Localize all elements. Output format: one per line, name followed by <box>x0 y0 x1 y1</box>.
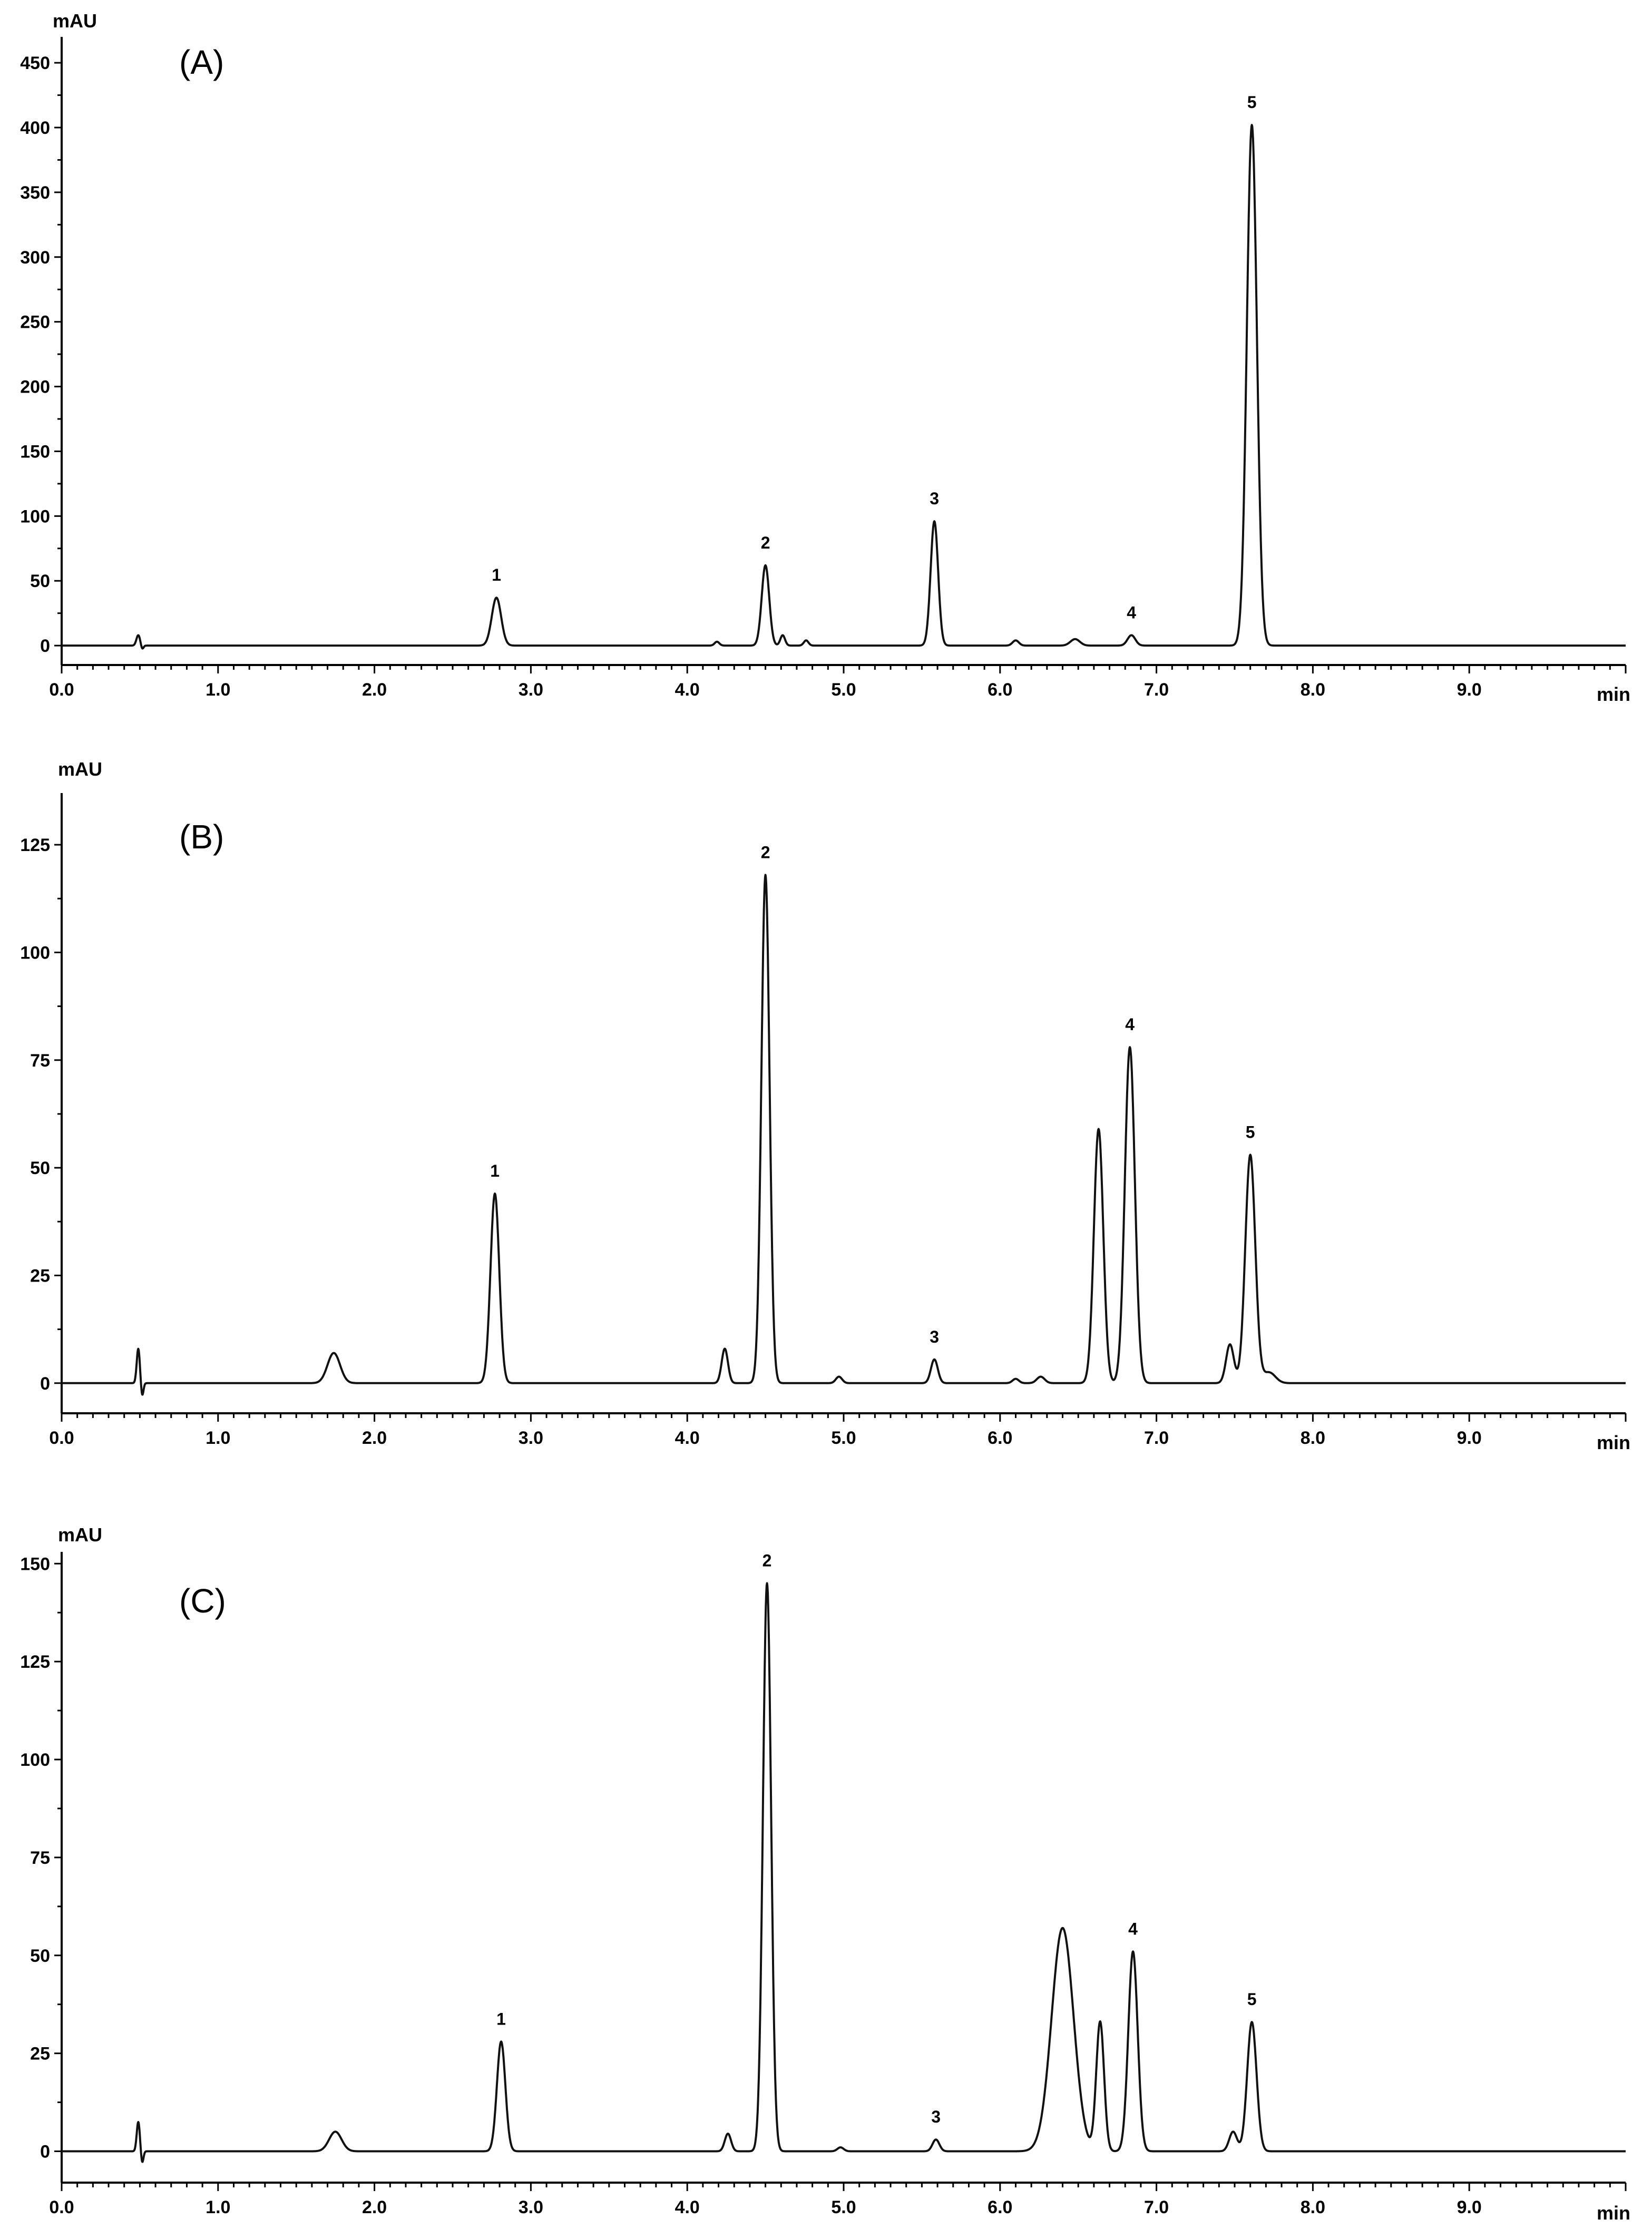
y-tick-label: 100 <box>20 1750 50 1770</box>
peak-label: 2 <box>761 533 770 552</box>
x-tick-label: 9.0 <box>1457 2197 1482 2217</box>
peak-label: 2 <box>761 843 770 862</box>
chromatogram-trace <box>61 1582 1627 2163</box>
x-tick-label: 5.0 <box>831 2197 856 2217</box>
x-axis-unit-label: min <box>1597 1432 1630 1453</box>
peak-label: 5 <box>1247 93 1257 112</box>
x-tick-label: 7.0 <box>1144 2197 1169 2217</box>
peak-label: 3 <box>930 1327 939 1346</box>
x-tick-label: 8.0 <box>1301 1428 1325 1448</box>
y-tick-label: 0 <box>40 636 50 656</box>
chromatogram-trace <box>61 874 1627 1396</box>
x-tick-label: 2.0 <box>362 1428 387 1448</box>
y-tick-label: 50 <box>30 571 50 591</box>
chromatogram-panel-b: mAU (B) min 0.0 1.0 2.0 3.0 4.0 5.0 6.0 7.0 8.0 9… <box>20 758 1630 1453</box>
y-tick-label: 25 <box>30 2044 50 2064</box>
peak-label: 1 <box>492 565 501 584</box>
y-axis-unit-label: mAU <box>58 758 102 780</box>
x-tick-label: 1.0 <box>206 2197 230 2217</box>
y-tick-label: 450 <box>20 53 50 73</box>
y-tick-label: 400 <box>20 118 50 138</box>
y-tick-label: 125 <box>20 835 50 855</box>
y-tick-label: 75 <box>30 1051 50 1071</box>
x-tick-label: 4.0 <box>675 680 700 700</box>
x-tick-label: 9.0 <box>1457 1428 1482 1448</box>
peak-label: 4 <box>1125 1015 1135 1034</box>
x-tick-label: 5.0 <box>831 680 856 700</box>
x-tick-label: 7.0 <box>1144 1428 1169 1448</box>
y-tick-label: 50 <box>30 1158 50 1178</box>
peak-label: 3 <box>930 489 939 508</box>
x-axis-unit-label: min <box>1597 2202 1630 2224</box>
y-tick-label: 0 <box>40 1374 50 1394</box>
panel-label: (B) <box>179 818 224 856</box>
x-axis-unit-label: min <box>1597 683 1630 705</box>
peak-label: 4 <box>1127 603 1136 622</box>
x-tick-label: 2.0 <box>362 680 387 700</box>
x-tick-label: 3.0 <box>519 680 543 700</box>
y-tick-label: 0 <box>40 2142 50 2162</box>
panel-label: (A) <box>179 43 224 81</box>
x-tick-label: 0.0 <box>49 1428 74 1448</box>
y-tick-label: 100 <box>20 506 50 526</box>
x-tick-label: 1.0 <box>206 680 230 700</box>
peak-label: 5 <box>1246 1123 1255 1142</box>
y-tick-label: 125 <box>20 1652 50 1672</box>
peak-label: 2 <box>763 1551 772 1570</box>
y-tick-label: 150 <box>20 1554 50 1574</box>
y-tick-label: 50 <box>30 1946 50 1966</box>
y-tick-label: 200 <box>20 377 50 397</box>
x-tick-label: 8.0 <box>1301 680 1325 700</box>
x-tick-label: 8.0 <box>1301 2197 1325 2217</box>
panel-label: (C) <box>179 1582 226 1620</box>
peak-label: 5 <box>1247 1990 1257 2009</box>
x-tick-label: 5.0 <box>831 1428 856 1448</box>
peak-label: 3 <box>931 2107 941 2126</box>
x-tick-label: 3.0 <box>519 2197 543 2217</box>
x-tick-label: 1.0 <box>206 1428 230 1448</box>
y-tick-label: 25 <box>30 1266 50 1286</box>
x-tick-label: 0.0 <box>49 2197 74 2217</box>
y-tick-label: 100 <box>20 943 50 963</box>
peak-label: 1 <box>496 2009 506 2028</box>
chromatogram-trace <box>61 124 1627 650</box>
peak-label: 4 <box>1128 1919 1138 1938</box>
y-tick-label: 150 <box>20 442 50 462</box>
x-tick-label: 6.0 <box>988 680 1012 700</box>
y-tick-label: 75 <box>30 1848 50 1868</box>
x-tick-label: 9.0 <box>1457 680 1482 700</box>
x-tick-label: 3.0 <box>519 1428 543 1448</box>
x-tick-label: 7.0 <box>1144 680 1169 700</box>
y-tick-label: 250 <box>20 312 50 333</box>
x-tick-label: 4.0 <box>675 1428 700 1448</box>
chromatogram-panel-a: mAU (A) min 0.0 1.0 2.0 3.0 4.0 5.0 6.0 7.0 8.0 9… <box>20 10 1630 705</box>
x-tick-label: 0.0 <box>49 680 74 700</box>
y-axis-unit-label: mAU <box>58 1524 102 1546</box>
peak-label: 1 <box>490 1161 500 1180</box>
y-tick-label: 300 <box>20 248 50 268</box>
x-tick-label: 6.0 <box>988 2197 1012 2217</box>
chromatogram-panel-c: mAU (C) min 0.0 1.0 2.0 3.0 4.0 5.0 6.0 7.0 8.0 9… <box>20 1524 1630 2224</box>
x-tick-label: 2.0 <box>362 2197 387 2217</box>
y-axis-unit-label: mAU <box>53 10 97 32</box>
x-tick-label: 6.0 <box>988 1428 1012 1448</box>
y-tick-label: 350 <box>20 183 50 203</box>
x-tick-label: 4.0 <box>675 2197 700 2217</box>
